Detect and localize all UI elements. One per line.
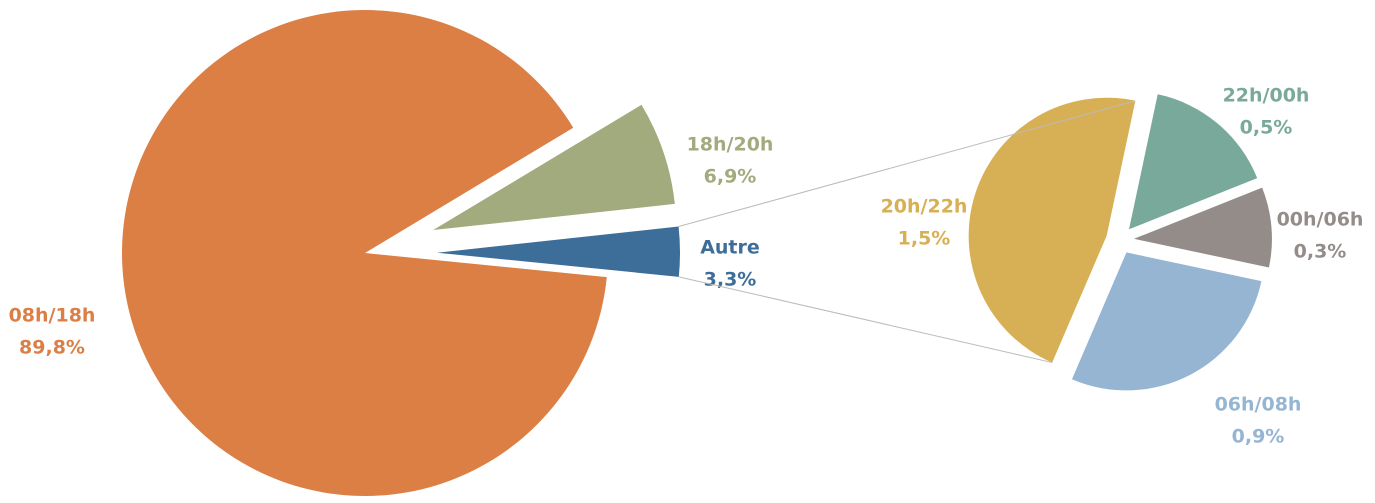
slice-value-label: 0,9% [1232,426,1285,448]
pie-slice [1133,187,1272,268]
slice-value-label: 0,3% [1294,241,1347,263]
slice-value-label: 3,3% [704,269,757,291]
slice-label: 20h/22h [881,196,968,218]
slice-label: Autre [700,237,760,259]
pie-slice [122,10,607,497]
slice-value-label: 1,5% [898,228,951,250]
pie-slice [1129,94,1258,230]
pie-slice [433,104,675,231]
slice-value-label: 6,9% [704,166,757,188]
slice-label: 22h/00h [1223,85,1310,107]
slice-label: 00h/06h [1277,209,1364,231]
slice-value-label: 89,8% [19,337,85,359]
slice-label: 06h/08h [1215,394,1302,416]
slice-label: 08h/18h [9,305,96,327]
slice-value-label: 0,5% [1240,117,1293,139]
pie-slice [1071,252,1262,391]
slice-label: 18h/20h [687,134,774,156]
pie-slice [968,97,1136,363]
connector-line [678,276,1053,364]
connector-line [678,100,1136,228]
pie-slice [436,226,680,277]
